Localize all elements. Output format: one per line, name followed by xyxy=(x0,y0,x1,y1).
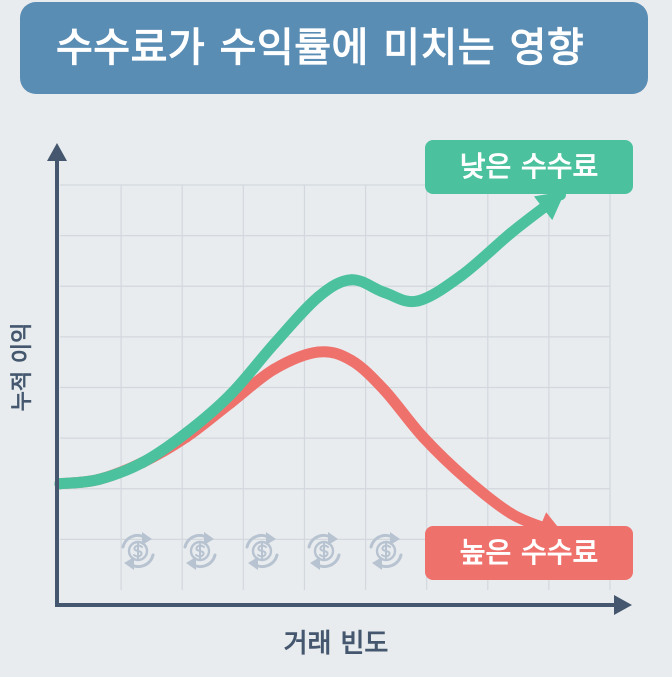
data-point-high-fee xyxy=(313,346,324,358)
dollar-cycle-icon xyxy=(307,532,341,570)
data-point-high-fee xyxy=(379,384,390,396)
data-point-low-fee xyxy=(379,287,390,298)
series-high-fee xyxy=(54,346,567,541)
legend-high-fee: 높은 수수료 xyxy=(425,526,633,580)
arrow-head-low-fee xyxy=(533,191,566,221)
data-point-low-fee xyxy=(93,474,104,485)
data-point-low-fee xyxy=(412,295,423,307)
dollar-cycle-icon xyxy=(369,532,403,570)
data-point-high-fee xyxy=(269,363,280,375)
data-point-high-fee xyxy=(346,355,357,366)
data-point-low-fee xyxy=(225,389,236,400)
legend-low-fee: 낮은 수수료 xyxy=(425,140,633,194)
dollar-cycle-icon xyxy=(245,532,279,570)
dollar-cycle-icon xyxy=(183,532,217,570)
series-line-high-fee xyxy=(54,346,552,534)
data-point-low-fee xyxy=(313,291,324,303)
data-point-low-fee xyxy=(137,457,148,468)
chart-title: 수수료가 수익률에 미치는 영향 xyxy=(20,2,648,94)
axis-layer xyxy=(47,143,632,615)
data-point-low-fee xyxy=(269,338,280,349)
dollar-cycle-icon xyxy=(121,532,155,570)
data-point-high-fee xyxy=(505,508,517,519)
data-point-high-fee xyxy=(461,474,473,485)
series-layer xyxy=(54,189,567,541)
data-point-high-fee xyxy=(417,431,429,443)
x-axis-label: 거래 빈도 xyxy=(283,629,389,659)
data-point-low-fee xyxy=(346,274,357,286)
decorative-icon-layer xyxy=(121,532,403,570)
y-axis-arrow-icon xyxy=(47,143,67,161)
data-point-low-fee xyxy=(181,427,192,439)
y-axis-label: 누적 이익 xyxy=(10,322,35,412)
x-axis-arrow-icon xyxy=(614,595,632,615)
data-point-low-fee xyxy=(505,227,517,239)
series-low-fee xyxy=(54,189,566,490)
data-point-low-fee xyxy=(456,270,467,281)
